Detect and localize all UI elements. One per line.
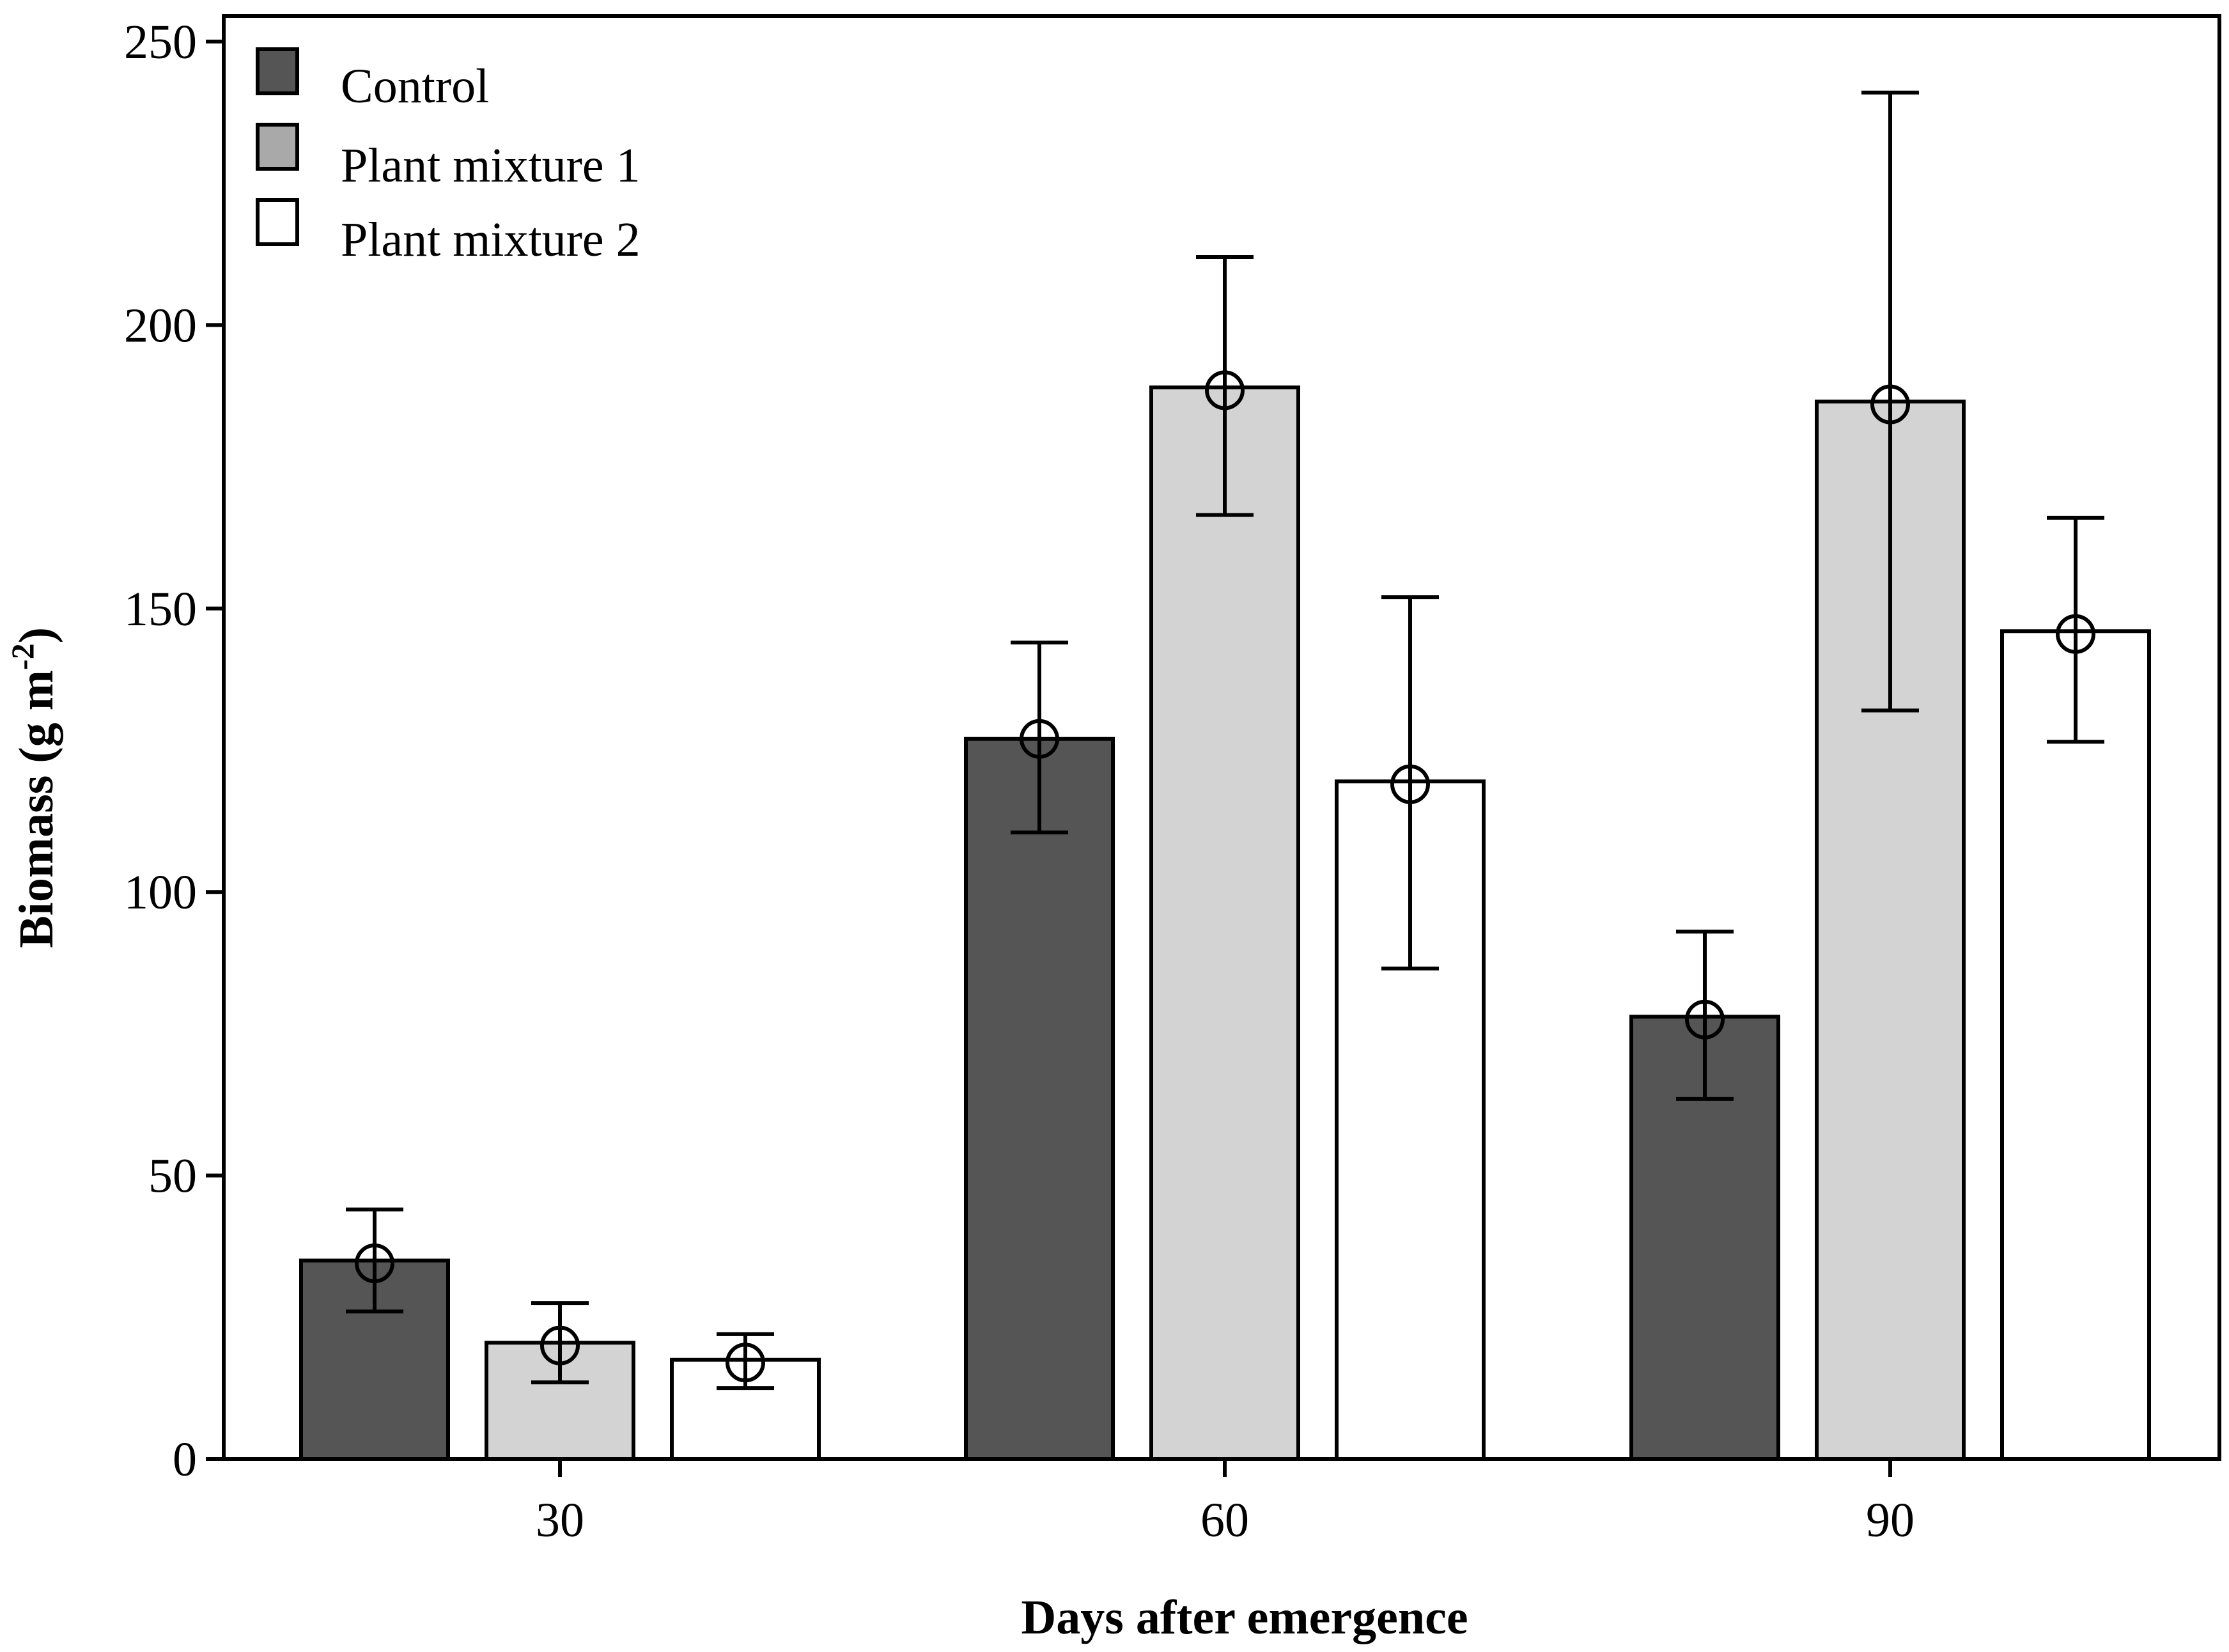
mean-marker-0-2 (1685, 999, 1725, 1040)
mean-marker-1-0 (540, 1325, 580, 1366)
y-tick-label-250: 250 (124, 15, 197, 69)
bar-plant-mixture-1-60 (1149, 385, 1300, 1461)
y-tick-label-50: 50 (148, 1149, 197, 1203)
y-tick-label-0: 0 (173, 1433, 197, 1486)
y-tick-label-200: 200 (124, 299, 197, 352)
mean-marker-0-1 (1020, 719, 1059, 759)
y-tick-label-100: 100 (124, 866, 197, 919)
legend-label-0: Control (341, 59, 489, 113)
mean-marker-1-2 (1870, 384, 1910, 425)
bar-control-60 (964, 736, 1115, 1461)
y-tick-label-150: 150 (124, 582, 197, 636)
mean-marker-1-1 (1205, 370, 1245, 410)
mean-marker-0-0 (355, 1243, 394, 1284)
plot-frame (222, 14, 2221, 1461)
legend-swatch-1 (256, 123, 299, 171)
mean-marker-2-2 (2056, 614, 2095, 654)
mean-marker-2-1 (1390, 764, 1430, 804)
legend-swatch-2 (256, 198, 299, 246)
y-axis-title: Biomass (g m-2) (4, 627, 63, 948)
legend-swatch-0 (256, 47, 299, 95)
x-tick-label-90: 90 (1866, 1493, 1914, 1547)
x-tick-label-60: 60 (1200, 1493, 1249, 1547)
bar-plant-mixture-2-90 (2000, 629, 2151, 1461)
x-axis-title: Days after emergence (1021, 1591, 1468, 1644)
legend-label-1: Plant mixture 1 (341, 139, 641, 192)
legend-label-2: Plant mixture 2 (341, 213, 641, 267)
mean-marker-2-0 (726, 1343, 765, 1383)
x-tick-label-30: 30 (536, 1493, 584, 1547)
